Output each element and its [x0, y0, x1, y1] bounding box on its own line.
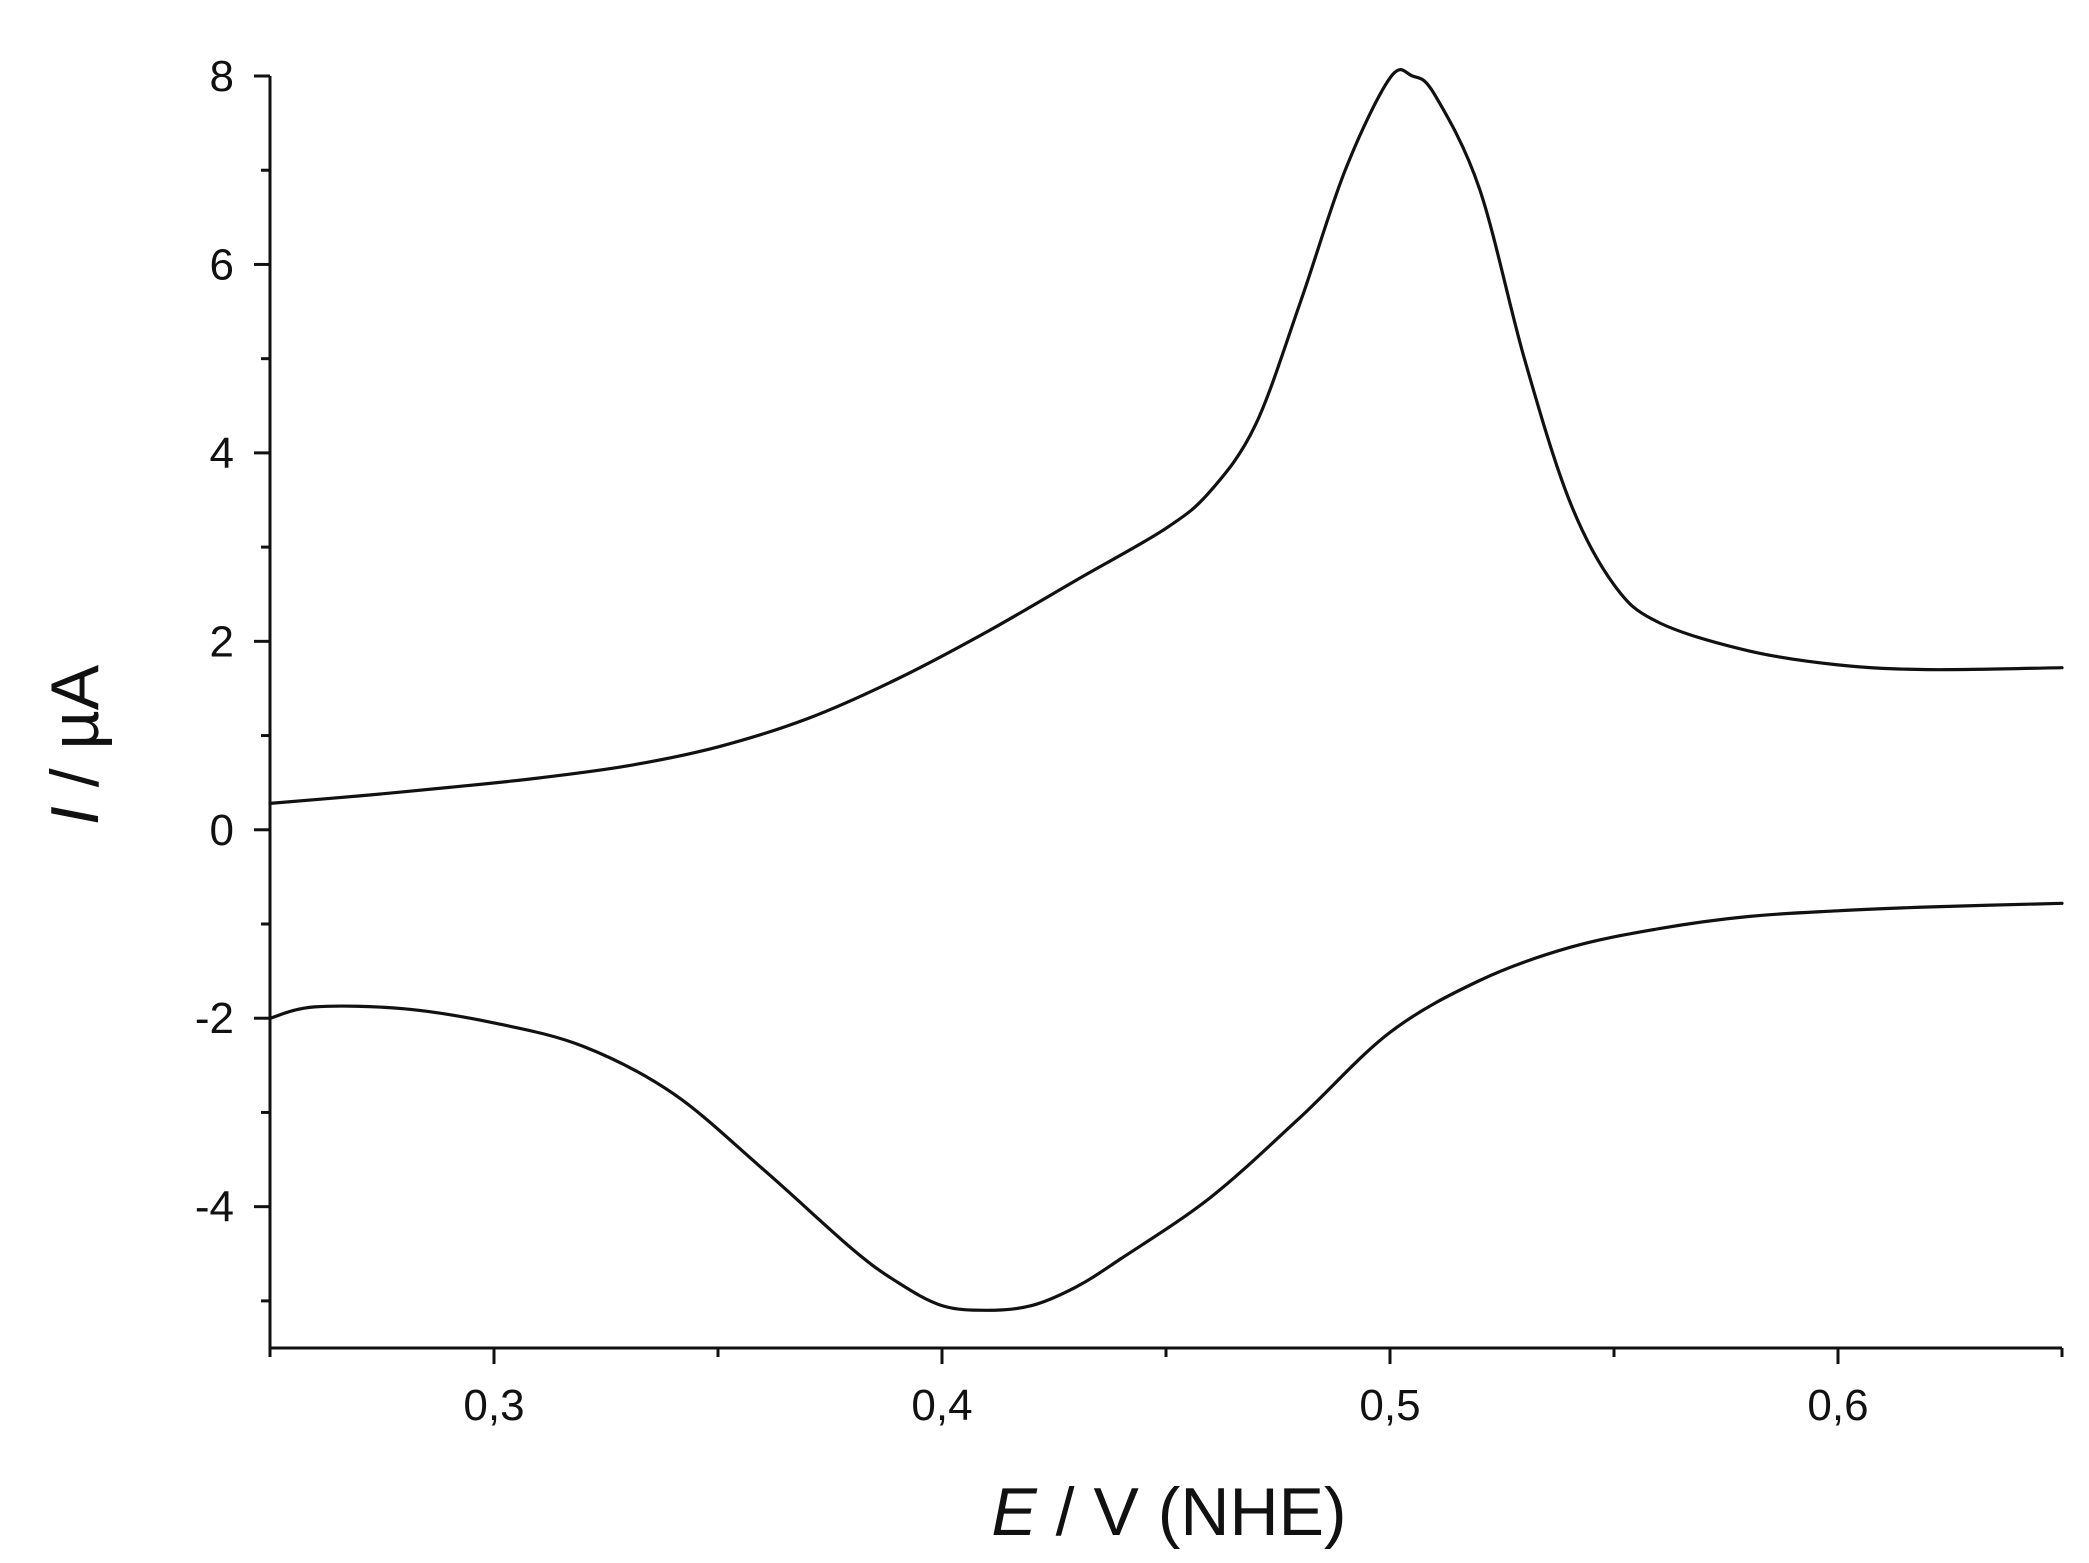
y-tick-label: -2 — [195, 994, 234, 1043]
y-axis-title: I / µA — [37, 664, 113, 825]
cathodic-sweep-line — [268, 901, 2064, 1312]
series-layer — [268, 68, 2064, 1312]
x-tick-label: 0,3 — [463, 1381, 524, 1430]
anodic-sweep-line — [268, 68, 2064, 805]
y-tick-label: 2 — [210, 617, 234, 666]
y-tick-label: 0 — [210, 806, 234, 855]
axes-layer — [268, 76, 2062, 1350]
y-tick-label: -4 — [195, 1183, 234, 1232]
x-tick-label: 0,6 — [1807, 1381, 1868, 1430]
y-tick-label: 4 — [210, 429, 234, 478]
y-tick-label: 8 — [210, 52, 234, 101]
x-tick-label: 0,4 — [911, 1381, 972, 1430]
ticks-layer: 0,3 0,4 0,5 0,6 -4 -2 0 2 4 6 8 — [195, 52, 2064, 1430]
x-tick-label: 0,5 — [1359, 1381, 1420, 1430]
y-tick-label: 6 — [210, 240, 234, 289]
x-axis-title: E / V (NHE) — [991, 1474, 1346, 1550]
